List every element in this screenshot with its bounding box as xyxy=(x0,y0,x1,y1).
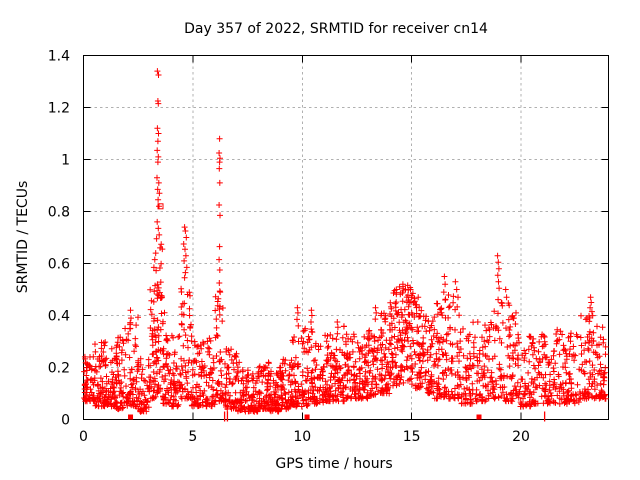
axis-square-marker xyxy=(476,414,482,420)
y-tick-label: 1.2 xyxy=(48,101,70,117)
axis-square-marker xyxy=(128,414,134,420)
chart-title: Day 357 of 2022, SRMTID for receiver cn1… xyxy=(184,21,488,37)
axis-marks xyxy=(128,203,546,422)
data-points xyxy=(81,68,609,415)
grid-lines xyxy=(83,55,609,420)
y-tick-label: 0.8 xyxy=(48,205,70,221)
y-tick-label: 0.6 xyxy=(48,257,70,273)
tick-labels: 0 5 10 15 20 0 0.2 0.4 0.6 0.8 1 1.2 1.4 xyxy=(48,49,530,446)
x-tick-label: 0 xyxy=(79,429,88,445)
y-axis-label: SRMTID / TECUs xyxy=(15,181,31,294)
y-tick-label: 1 xyxy=(61,153,70,169)
flagged-square-marker xyxy=(157,203,164,210)
y-tick-label: 0.2 xyxy=(48,361,70,377)
x-tick-label: 20 xyxy=(512,429,530,445)
plot-border xyxy=(83,55,609,420)
axis-square-marker xyxy=(304,414,310,420)
axis-ticks xyxy=(83,55,609,420)
y-tick-label: 1.4 xyxy=(48,49,70,65)
x-axis-label: GPS time / hours xyxy=(275,456,392,472)
y-tick-label: 0 xyxy=(61,413,70,429)
y-tick-label: 0.4 xyxy=(48,309,70,325)
x-tick-label: 15 xyxy=(403,429,421,445)
x-tick-label: 5 xyxy=(188,429,197,445)
x-tick-label: 10 xyxy=(293,429,311,445)
